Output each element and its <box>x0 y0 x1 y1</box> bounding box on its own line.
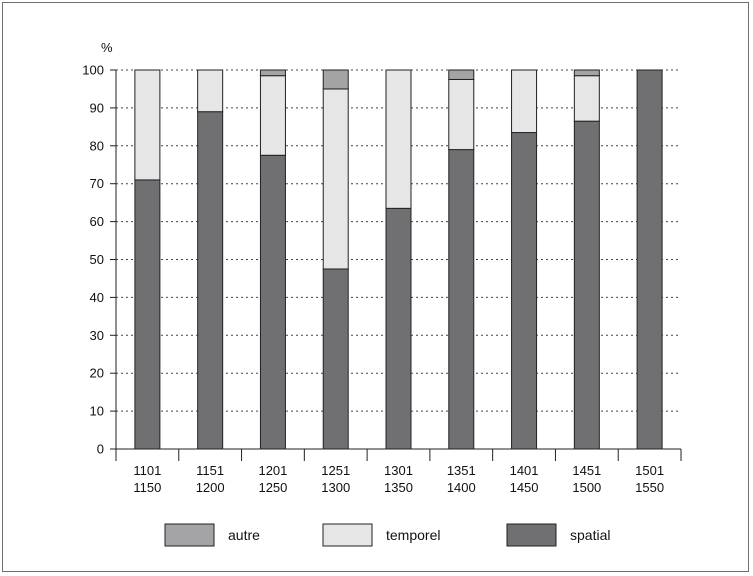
legend-label-spatial: spatial <box>570 527 610 543</box>
y-tick-label: 90 <box>90 100 104 115</box>
bar-segment-spatial <box>448 149 475 450</box>
x-tick-label-start: 1401 <box>510 463 539 478</box>
y-tick-label: 40 <box>90 290 104 305</box>
y-tick-label: 30 <box>90 328 104 343</box>
x-tick-label-start: 1451 <box>572 463 601 478</box>
x-tick-label-start: 1251 <box>321 463 350 478</box>
y-tick-label: 70 <box>90 176 104 191</box>
y-tick-label: 100 <box>82 63 104 78</box>
x-tick-label-start: 1201 <box>258 463 287 478</box>
x-tick-label-start: 1501 <box>635 463 664 478</box>
x-tick-label-end: 1450 <box>510 480 539 495</box>
bar-segment-autre <box>259 69 286 77</box>
bar-segment-temporel <box>259 75 286 156</box>
x-tick-label-end: 1350 <box>384 480 413 495</box>
x-tick-label-end: 1400 <box>447 480 476 495</box>
y-tick-label: 20 <box>90 366 104 381</box>
stacked-bar-chart: % 0 10 20 30 40 50 60 70 80 90 100 1101 1150 1151 1200 1… <box>82 40 682 547</box>
bar-segment-spatial <box>385 207 412 450</box>
x-tick-label-start: 1101 <box>133 463 161 478</box>
x-tick-label-start: 1351 <box>447 463 476 478</box>
bar-segment-autre <box>573 69 600 77</box>
legend-swatch-temporel <box>322 523 373 547</box>
legend-swatch-spatial <box>506 523 557 547</box>
legend-label-temporel: temporel <box>386 527 440 543</box>
bar-segment-temporel <box>197 69 224 113</box>
x-tick-label-end: 1500 <box>572 480 601 495</box>
bar-segment-temporel <box>511 69 538 134</box>
x-tick-label-end: 1550 <box>635 480 664 495</box>
legend-swatch-autre <box>164 523 215 547</box>
bar-segment-spatial <box>636 69 663 450</box>
bar-segment-temporel <box>134 69 161 181</box>
bar-segment-spatial <box>134 179 161 450</box>
bar-segment-temporel <box>385 69 412 209</box>
bar-segment-spatial <box>573 120 600 450</box>
y-tick-label: 50 <box>90 252 104 267</box>
y-tick-label: 0 <box>97 442 104 457</box>
bar-segment-spatial <box>197 111 224 450</box>
bar-segment-temporel <box>573 75 600 122</box>
bar-segment-spatial <box>322 268 349 450</box>
y-tick-label: 60 <box>90 214 104 229</box>
bar-segment-spatial <box>511 132 538 450</box>
bar-segment-temporel <box>448 78 475 151</box>
legend-label-autre: autre <box>228 527 260 543</box>
bar-segment-autre <box>448 69 475 80</box>
bar-segment-temporel <box>322 88 349 270</box>
x-tick-label-end: 1250 <box>258 480 287 495</box>
bar-segment-spatial <box>259 154 286 450</box>
x-tick-label-start: 1301 <box>384 463 413 478</box>
y-axis-unit-label: % <box>101 40 113 55</box>
x-tick-label-start: 1151 <box>196 463 224 478</box>
x-tick-label-end: 1150 <box>133 480 161 495</box>
x-tick-label-end: 1300 <box>321 480 350 495</box>
y-tick-label: 80 <box>90 138 104 153</box>
bar-segment-autre <box>322 69 349 90</box>
y-tick-label: 10 <box>90 404 104 419</box>
x-tick-label-end: 1200 <box>196 480 225 495</box>
